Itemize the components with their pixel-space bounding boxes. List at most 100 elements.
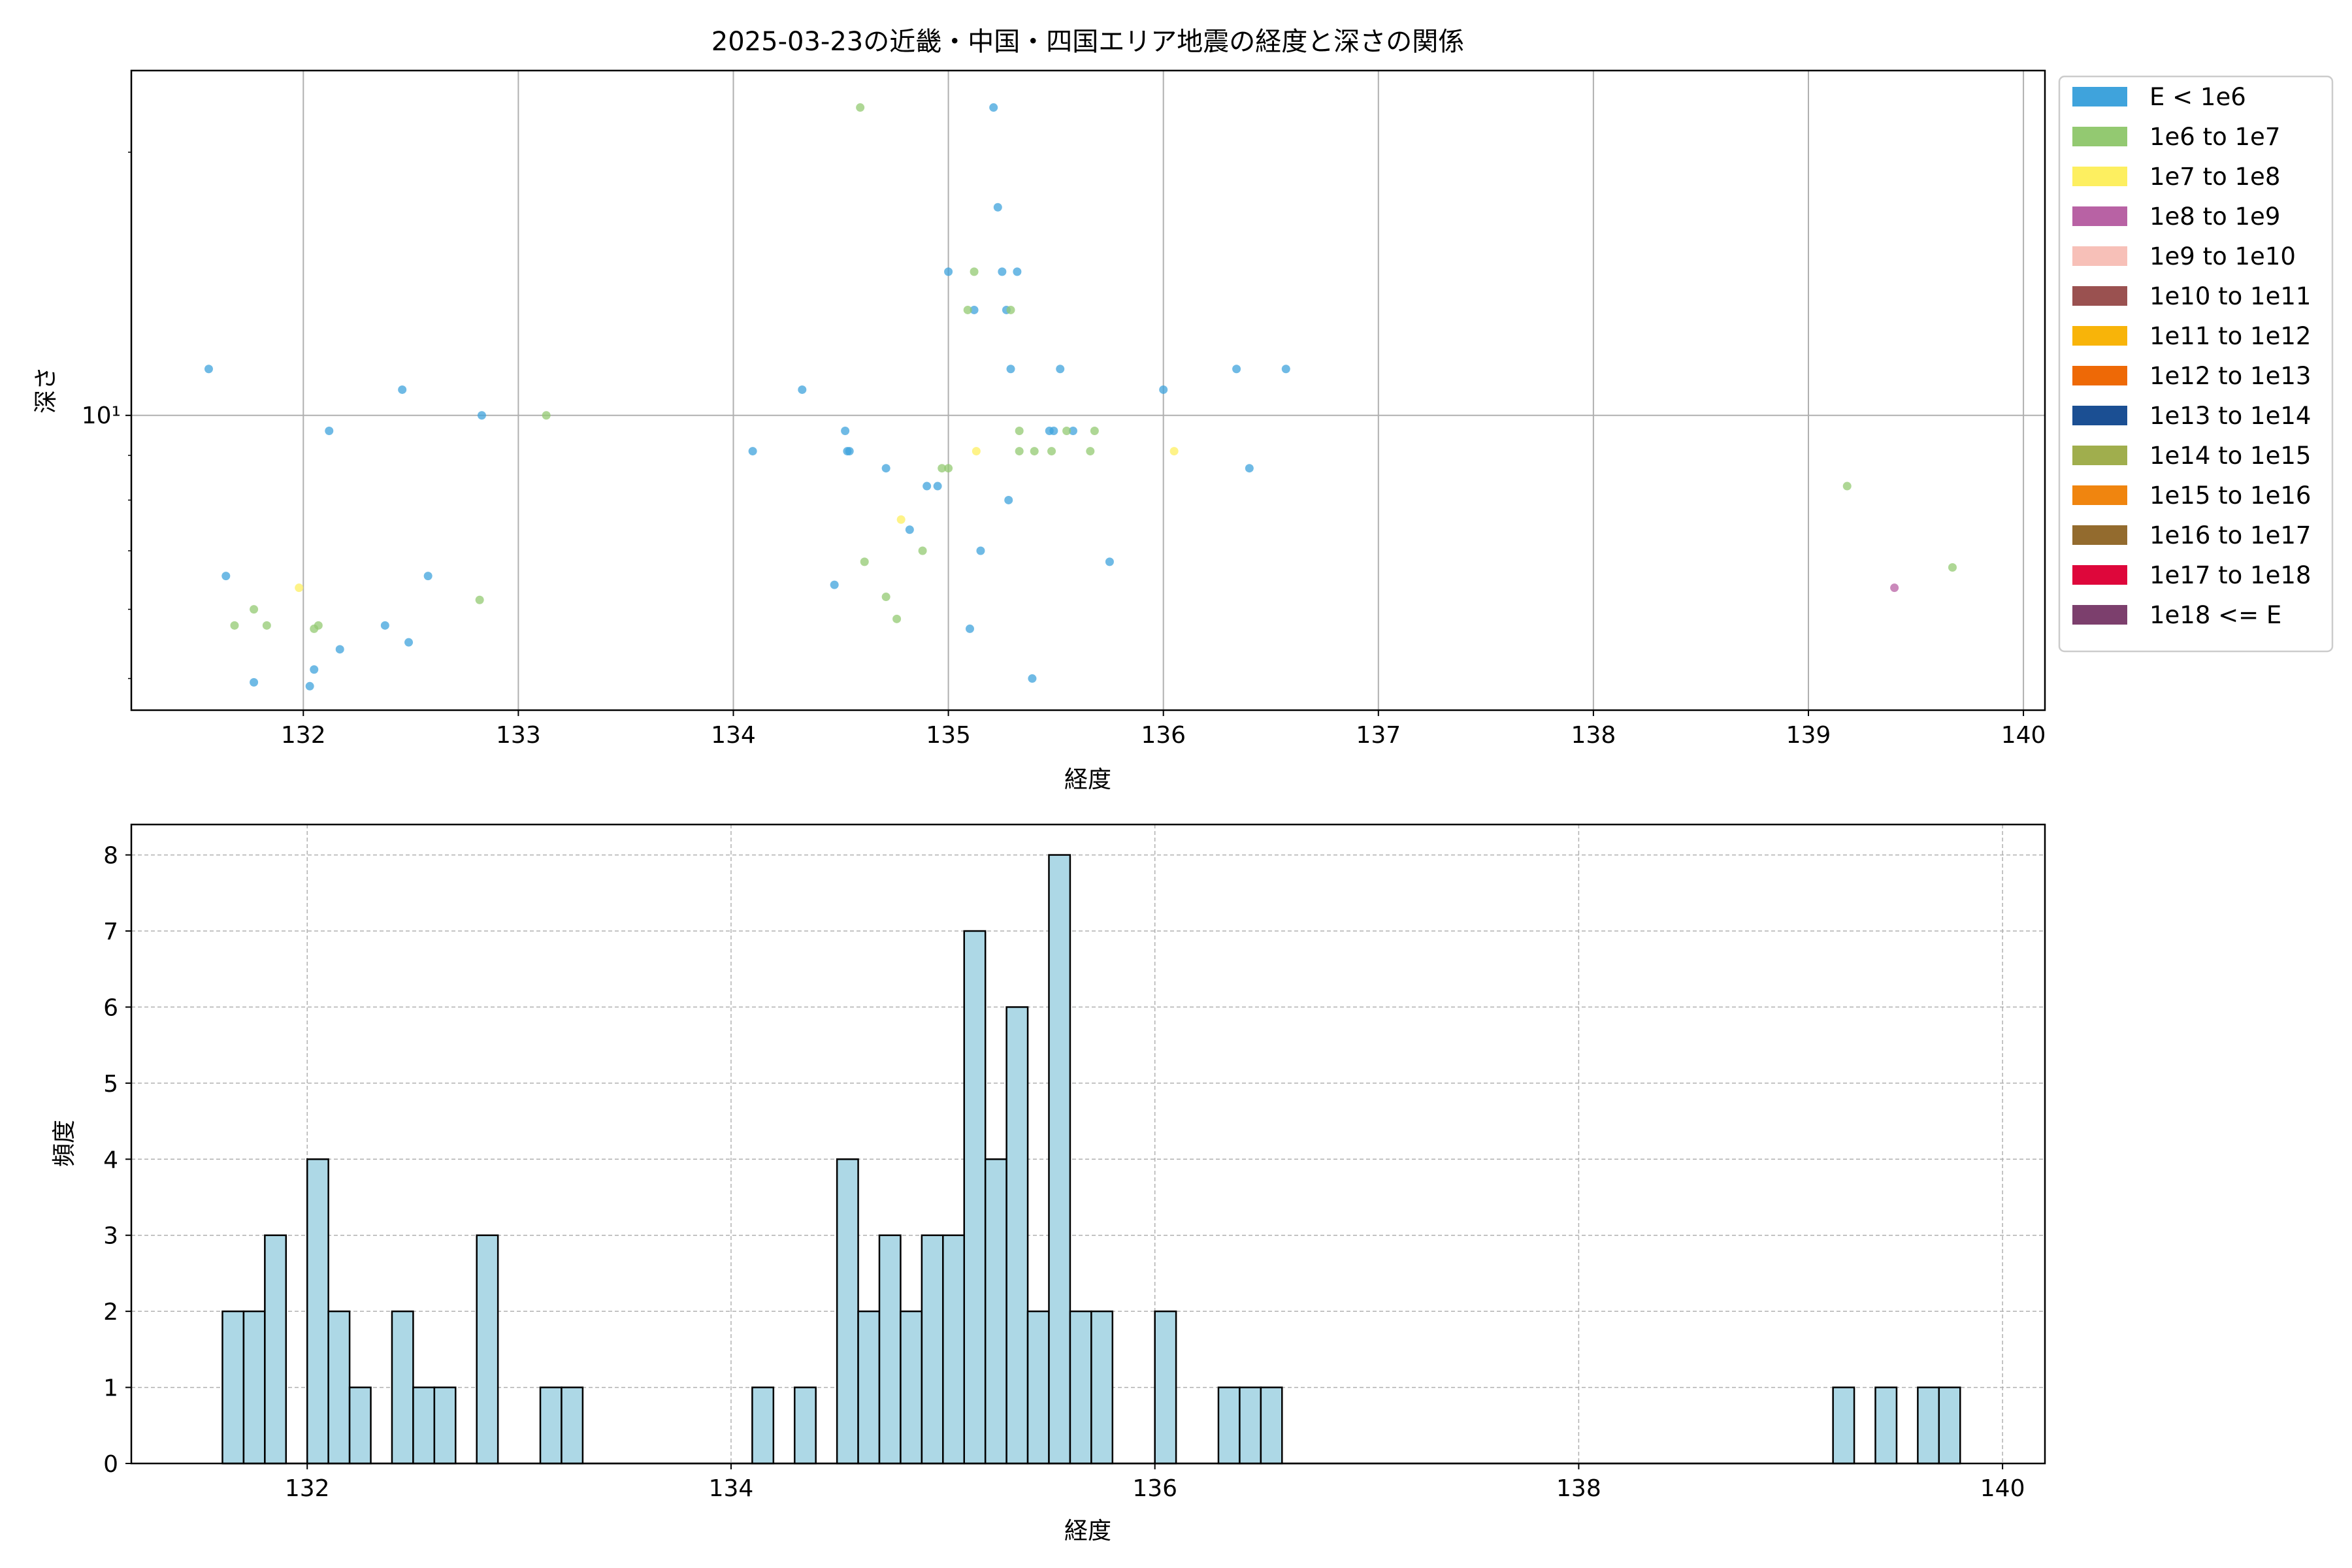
scatter-point (250, 678, 259, 687)
scatter-point (335, 645, 344, 654)
legend-label: 1e10 to 1e11 (2149, 282, 2311, 310)
legend-swatch (2072, 485, 2127, 505)
histogram-bar (1239, 1386, 1262, 1465)
histogram-y-tick-label: 0 (103, 1451, 118, 1478)
legend-label: 1e16 to 1e17 (2149, 521, 2311, 549)
legend-label: 1e6 to 1e7 (2149, 123, 2280, 151)
scatter-point (989, 103, 998, 112)
scatter-grid (131, 71, 2045, 710)
scatter-point (856, 103, 865, 112)
scatter-point (250, 605, 259, 614)
histogram-bar (963, 930, 987, 1465)
histogram-bar (433, 1386, 457, 1465)
scatter-point (1004, 495, 1013, 504)
scatter-chart: 2025-03-23の近畿・中国・四国エリア地震の経度と深さの関係 132 133… (33, 27, 2334, 793)
histogram-bar (539, 1386, 563, 1465)
histogram-x-tick-label: 132 (285, 1475, 330, 1502)
scatter-point (881, 464, 890, 473)
legend-swatch (2072, 286, 2127, 306)
scatter-point (1062, 426, 1071, 435)
scatter-point (845, 447, 854, 456)
scatter-point (1015, 426, 1024, 435)
scatter-point (542, 411, 551, 420)
histogram-bar (327, 1310, 351, 1465)
scatter-y-axis-label: 深さ (33, 367, 59, 414)
scatter-point (993, 203, 1002, 212)
scatter-x-tick-label: 140 (2001, 722, 2046, 749)
histogram-bar (857, 1310, 881, 1465)
histogram-bar (1048, 854, 1071, 1465)
legend-label: 1e13 to 1e14 (2149, 402, 2311, 430)
histogram-ticks: 0 1 2 3 4 5 6 7 8 132 134 136 138 140 (103, 843, 2025, 1502)
scatter-point (477, 411, 486, 420)
scatter-point (475, 595, 484, 604)
scatter-point (976, 546, 985, 555)
histogram-bar (561, 1386, 584, 1465)
scatter-point (1049, 426, 1058, 435)
scatter-point (204, 365, 213, 374)
histogram-bar (836, 1158, 859, 1465)
histogram-y-axis-label: 頻度 (51, 1120, 78, 1167)
histogram-x-tick-label: 134 (709, 1475, 754, 1502)
scatter-point (1006, 305, 1015, 314)
scatter-point (1086, 447, 1095, 456)
scatter-point (1890, 583, 1899, 593)
histogram-y-tick-label: 1 (103, 1375, 118, 1402)
legend-swatch (2072, 326, 2127, 346)
histogram-bar (1154, 1310, 1177, 1465)
legend-label: 1e9 to 1e10 (2149, 242, 2296, 270)
scatter-point (938, 464, 947, 473)
scatter-point (398, 385, 407, 394)
scatter-point (748, 447, 757, 456)
scatter-x-tick-label: 138 (1571, 722, 1616, 749)
scatter-points (204, 103, 1957, 691)
histogram-bar (264, 1234, 287, 1465)
histogram-bar (942, 1234, 965, 1465)
legend-swatch (2072, 525, 2127, 545)
histogram-y-tick-label: 7 (103, 919, 118, 945)
legend-label: 1e14 to 1e15 (2149, 442, 2311, 470)
scatter-point (1105, 557, 1114, 566)
scatter-point (221, 572, 231, 581)
scatter-point (1842, 482, 1852, 491)
scatter-point (896, 515, 906, 524)
scatter-point (1028, 674, 1037, 683)
histogram-y-tick-label: 3 (103, 1223, 118, 1250)
legend-label: E < 1e6 (2149, 83, 2246, 111)
histogram-bar (1917, 1386, 1940, 1465)
legend-swatch (2072, 565, 2127, 585)
histogram-x-tick-label: 136 (1132, 1475, 1177, 1502)
scatter-point (1232, 365, 1241, 374)
scatter-y-tick-label: 10¹ (82, 402, 121, 429)
scatter-title: 2025-03-23の近畿・中国・四国エリア地震の経度と深さの関係 (711, 27, 1464, 57)
scatter-point (972, 447, 981, 456)
histogram-x-axis-label: 経度 (1064, 1518, 1111, 1544)
legend-label: 1e17 to 1e18 (2149, 561, 2311, 589)
histogram-bar (1832, 1386, 1855, 1465)
legend-swatch (2072, 366, 2127, 385)
scatter-point (944, 464, 953, 473)
scatter-point (325, 426, 334, 435)
histogram-bar (1026, 1310, 1050, 1465)
scatter-point (230, 621, 239, 630)
legend-label: 1e11 to 1e12 (2149, 322, 2311, 350)
scatter-point (1159, 385, 1168, 394)
scatter-point (1169, 447, 1179, 456)
histogram-bar (1938, 1386, 1961, 1465)
histogram-plot-frame (130, 823, 2046, 1465)
histogram-bar (794, 1386, 817, 1465)
histogram-bar (412, 1386, 436, 1465)
scatter-point (918, 546, 927, 555)
histogram-y-tick-label: 2 (103, 1299, 118, 1326)
legend-frame (2058, 75, 2334, 653)
scatter-point (963, 305, 972, 314)
histogram-bar (1217, 1386, 1241, 1465)
scatter-point (262, 621, 271, 630)
scatter-point (1006, 365, 1015, 374)
histogram-y-tick-label: 4 (103, 1147, 118, 1173)
legend-label: 1e7 to 1e8 (2149, 163, 2280, 191)
scatter-point (933, 482, 942, 491)
scatter-point (295, 583, 304, 593)
scatter-ticks: 132 133 134 135 136 137 138 139 140 10¹ (82, 152, 2046, 749)
